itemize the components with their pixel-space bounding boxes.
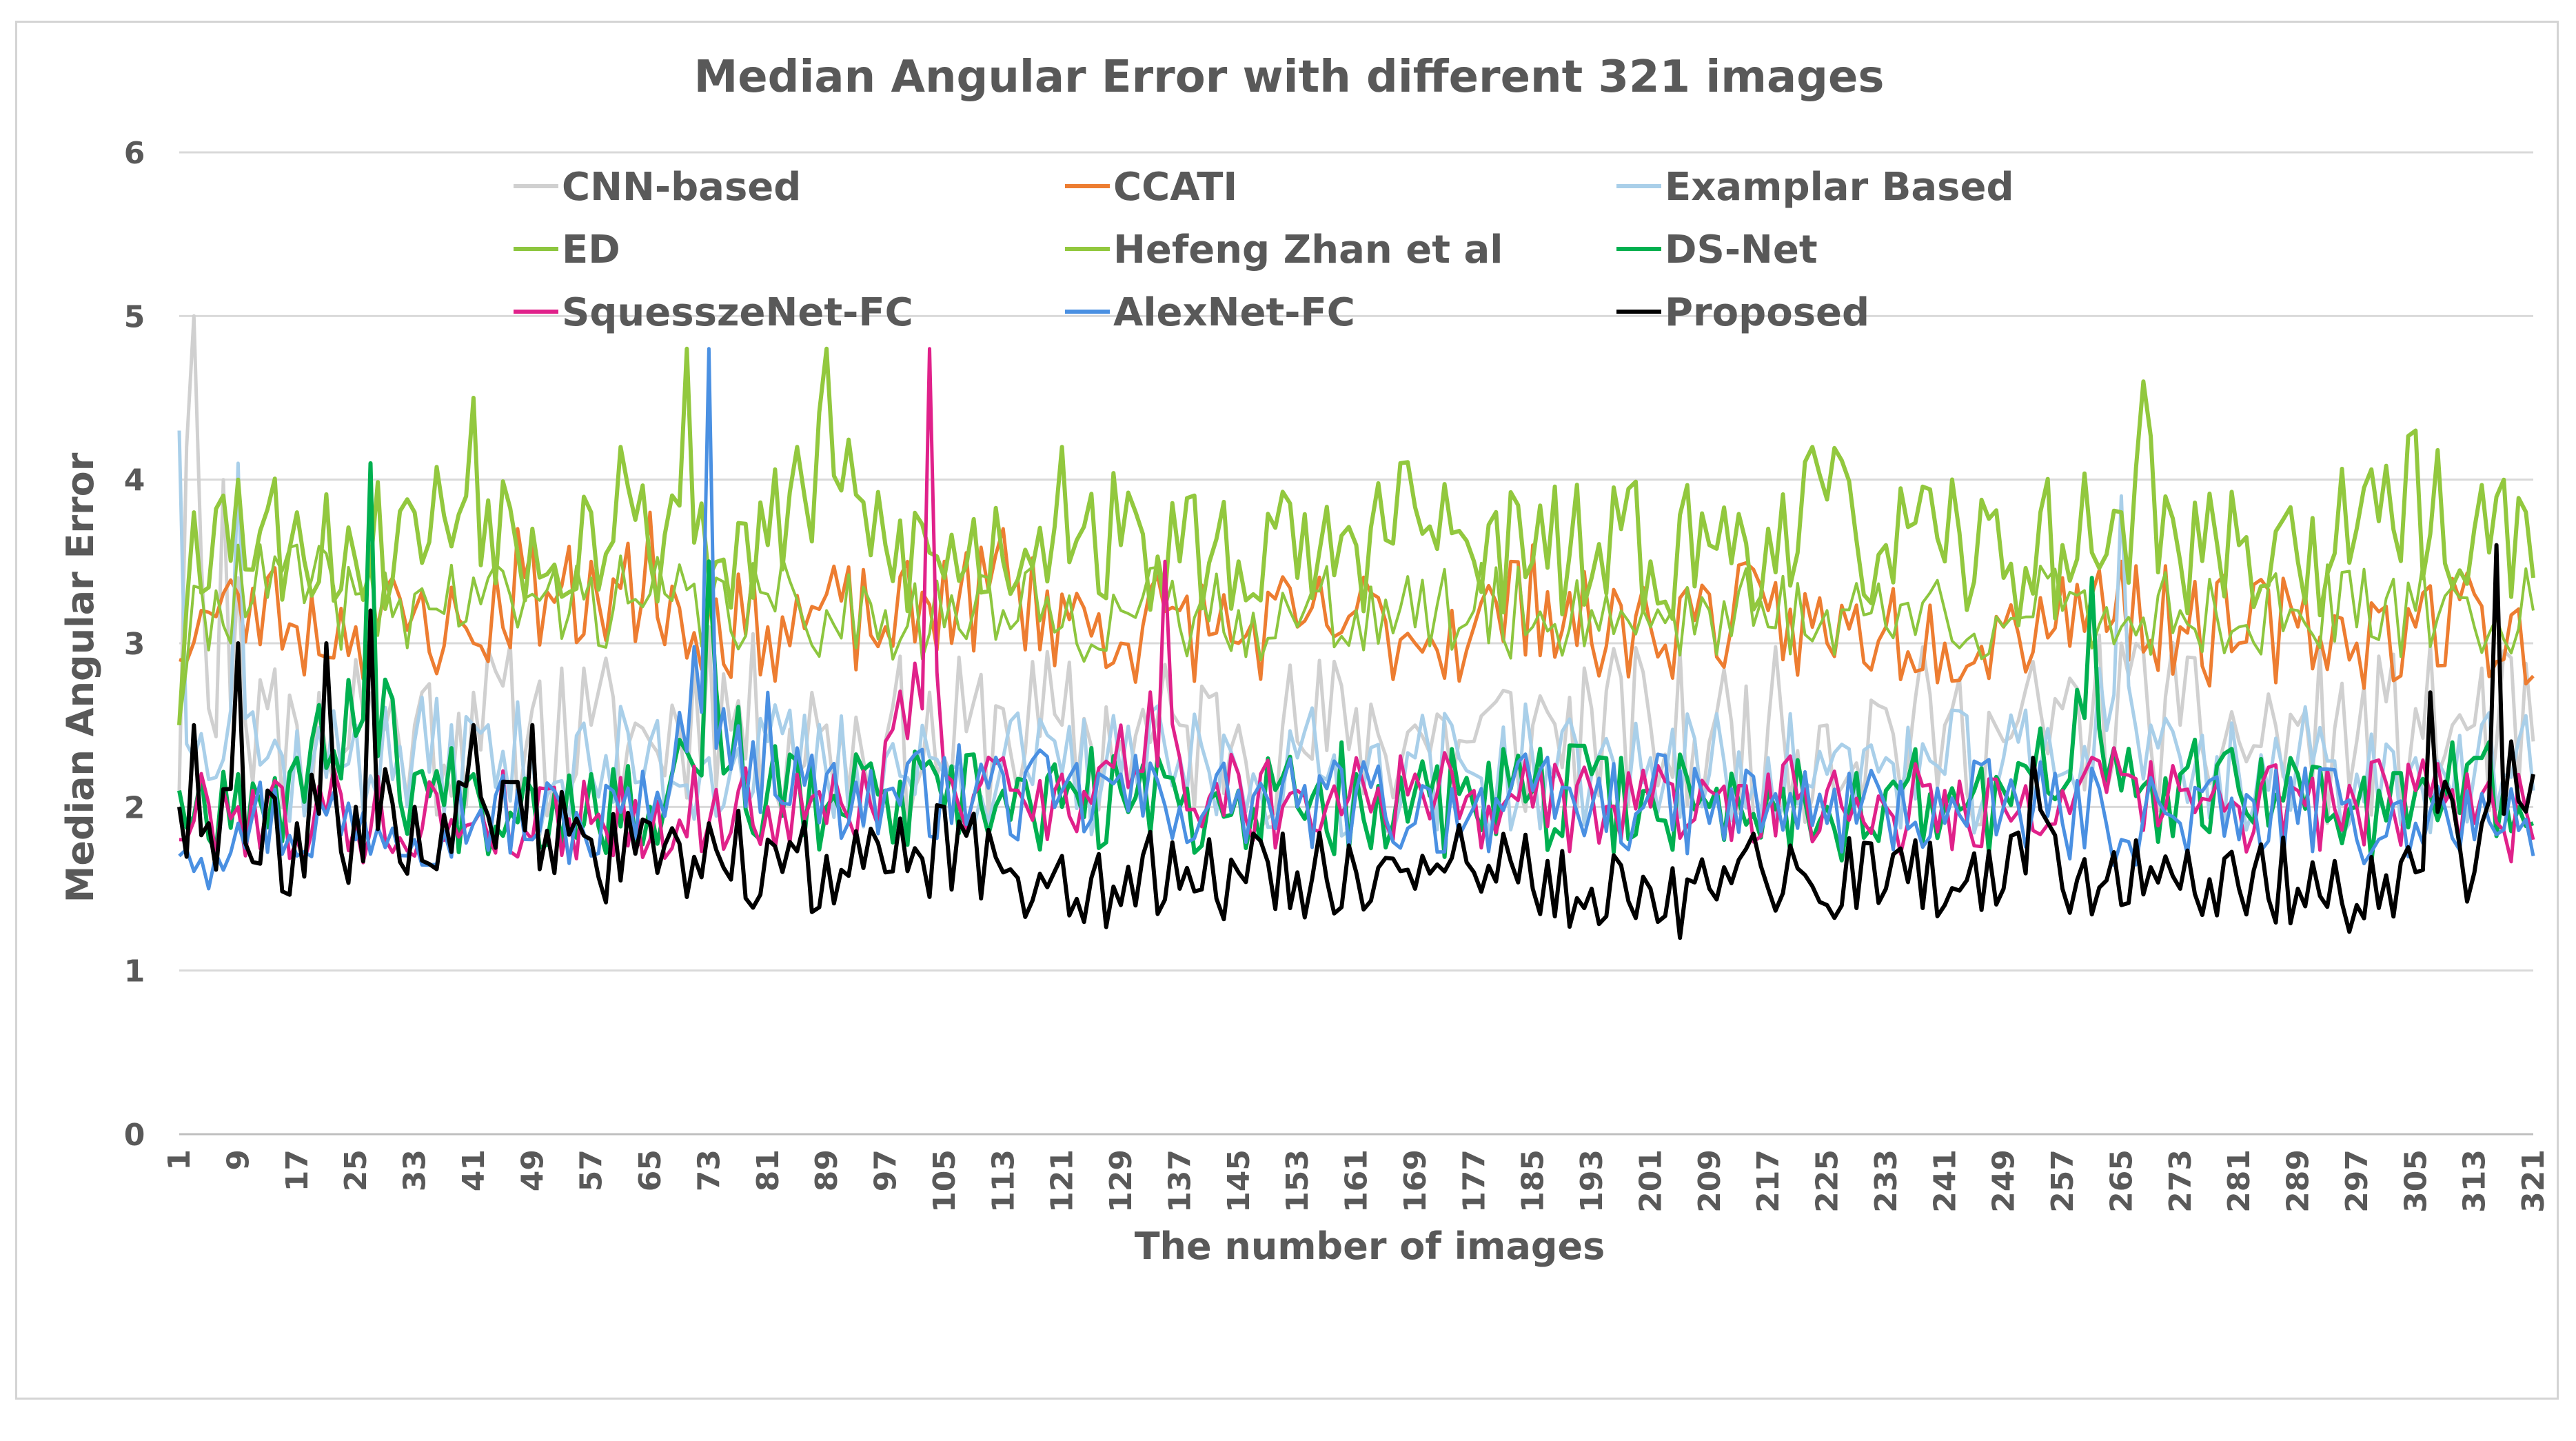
y-tick-label: 2 (124, 790, 145, 825)
legend: CNN-based CCATI Examplar Based ED Hefeng Zha… (514, 165, 2014, 335)
x-tick-label: 289 (2281, 1149, 2316, 1213)
y-tick-label: 3 (124, 627, 145, 662)
x-tick-label: 321 (2516, 1149, 2551, 1213)
x-axis-ticks: 1 9 17 25 33 41 49 57 65 73 81 89 97 105 113 121 129 137 1… (162, 1149, 2551, 1213)
x-tick-label: 113 (986, 1149, 1021, 1213)
legend-label: Proposed (1665, 290, 1869, 335)
line-chart: Median Angular Error with different 321 … (59, 52, 2551, 1268)
y-tick-label: 1 (124, 954, 145, 989)
x-tick-label: 193 (1574, 1149, 1610, 1213)
legend-label: CCATI (1113, 165, 1237, 210)
y-axis-title: Median Angular Error (59, 452, 102, 903)
y-tick-label: 5 (124, 299, 145, 334)
x-axis-title: The number of images (1135, 1225, 1605, 1268)
x-tick-label: 9 (221, 1149, 256, 1171)
y-tick-label: 6 (124, 136, 145, 171)
x-tick-label: 73 (691, 1149, 727, 1191)
x-tick-label: 177 (1457, 1149, 1492, 1213)
chart-title: Median Angular Error with different 321 … (694, 52, 1885, 103)
chart-frame: Median Angular Error with different 321 … (15, 21, 2559, 1400)
x-tick-label: 281 (2222, 1149, 2257, 1213)
series-line-ed (178, 543, 2535, 725)
y-axis-ticks: 0 1 2 3 4 5 6 (124, 136, 145, 1153)
x-tick-label: 81 (751, 1149, 786, 1191)
x-tick-label: 129 (1104, 1149, 1139, 1213)
x-tick-label: 201 (1633, 1149, 1668, 1213)
x-tick-label: 249 (1987, 1149, 2022, 1213)
x-tick-label: 49 (515, 1149, 550, 1191)
legend-label: CNN-based (562, 165, 801, 210)
x-tick-label: 297 (2340, 1149, 2375, 1213)
x-tick-label: 153 (1280, 1149, 1315, 1213)
x-tick-label: 25 (338, 1149, 374, 1191)
legend-label: AlexNet-FC (1113, 290, 1355, 335)
y-tick-label: 4 (124, 463, 145, 498)
x-tick-label: 225 (1810, 1149, 1845, 1213)
legend-label: DS-Net (1665, 228, 1818, 272)
series-line-alexnet-fc (178, 347, 2535, 891)
x-tick-label: 265 (2104, 1149, 2139, 1213)
y-tick-label: 0 (124, 1118, 145, 1153)
x-tick-label: 241 (1927, 1149, 1963, 1213)
x-tick-label: 89 (809, 1149, 844, 1191)
legend-label: Hefeng Zhan et al (1113, 228, 1503, 272)
x-tick-label: 233 (1869, 1149, 1904, 1213)
x-tick-label: 121 (1045, 1149, 1080, 1213)
x-tick-label: 17 (280, 1149, 315, 1191)
x-tick-label: 1 (162, 1149, 197, 1171)
x-tick-label: 217 (1751, 1149, 1786, 1213)
series-line-proposed (177, 543, 2535, 940)
x-tick-label: 33 (398, 1149, 433, 1191)
x-tick-label: 145 (1221, 1149, 1257, 1213)
legend-label: Examplar Based (1665, 165, 2014, 210)
legend-label: ED (562, 228, 620, 272)
gridlines (179, 151, 2533, 1136)
series-line-hefeng-zhan-et-al (177, 346, 2535, 725)
x-tick-label: 65 (633, 1149, 668, 1191)
x-tick-label: 57 (574, 1149, 609, 1191)
x-tick-label: 273 (2163, 1149, 2198, 1213)
x-tick-label: 257 (2045, 1149, 2080, 1213)
x-tick-label: 105 (927, 1149, 962, 1213)
x-tick-label: 169 (1398, 1149, 1433, 1213)
x-tick-label: 305 (2398, 1149, 2433, 1213)
series-line-ds-net (177, 461, 2535, 865)
series-lines (177, 314, 2535, 940)
x-tick-label: 137 (1162, 1149, 1197, 1213)
x-tick-label: 313 (2457, 1149, 2493, 1213)
x-tick-label: 209 (1692, 1149, 1727, 1213)
x-tick-label: 185 (1516, 1149, 1551, 1213)
x-tick-label: 161 (1339, 1149, 1375, 1213)
x-tick-label: 97 (869, 1149, 904, 1191)
legend-label: SquesszeNet-FC (562, 290, 913, 335)
x-tick-label: 41 (456, 1149, 491, 1191)
